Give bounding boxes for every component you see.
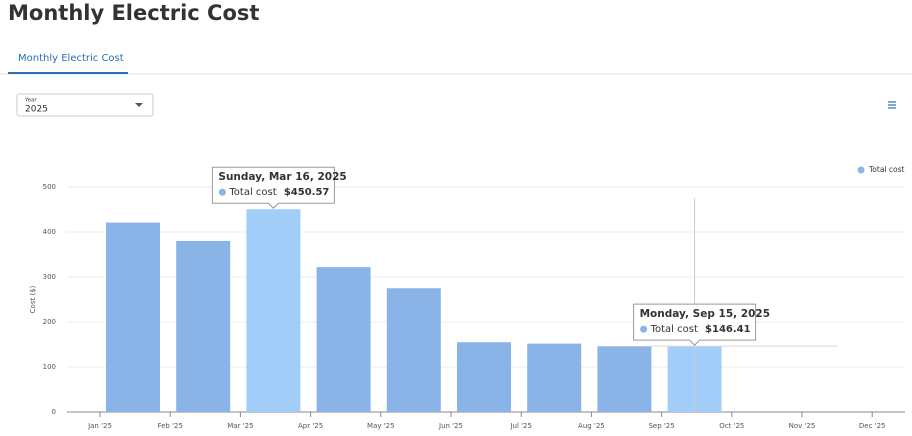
y-tick-label: 400 [43,228,56,236]
tooltip-title: Monday, Sep 15, 2025 [640,308,770,320]
x-tick-label: Mar '25 [227,422,253,430]
dropdown-value: 2025 [25,105,48,115]
bar [386,288,441,412]
y-tick-label: 100 [43,363,56,371]
bar [176,241,231,412]
bar [106,222,160,412]
x-tick-label: Oct '25 [719,422,744,430]
x-tick-label: Feb '25 [157,422,182,430]
bar [597,346,652,412]
tooltip-dot [640,325,648,333]
menu-icon[interactable] [888,101,896,109]
bar [246,209,301,412]
x-tick-label: Nov '25 [789,422,816,430]
page-title: Monthly Electric Cost [8,1,259,25]
tooltip-series: Total cost [650,324,698,335]
y-tick-label: 200 [43,318,56,326]
tab[interactable]: Monthly Electric Cost [18,53,124,64]
bar [457,342,511,412]
x-tick-label: Apr '25 [298,422,323,430]
dropdown-arrow [135,103,143,107]
x-tick-label: Aug '25 [578,422,605,430]
tooltip-dot [218,188,226,196]
tooltip-series: Total cost [228,187,276,198]
x-tick-label: Sep '25 [648,422,674,430]
tooltip-value: $146.41 [705,324,751,335]
bar [527,343,582,412]
y-tick-label: 0 [52,408,56,416]
tooltip [211,166,335,209]
x-tick-label: May '25 [367,422,395,430]
legend-dot [857,166,865,174]
y-tick-label: 500 [43,183,56,191]
tooltip-title: Sunday, Mar 16, 2025 [218,171,346,183]
bar [316,267,371,412]
x-tick-label: Jul '25 [509,422,532,430]
tooltip [633,303,757,346]
x-tick-label: Jan '25 [87,422,112,430]
tooltip-value: $450.57 [284,187,330,198]
dropdown-label: Year [24,98,37,104]
legend-label: Total cost [868,165,905,174]
x-tick-label: Jun '25 [438,422,463,430]
y-tick-label: 300 [43,273,56,281]
year-dropdown[interactable] [16,93,154,117]
x-tick-label: Dec '25 [859,422,886,430]
y-axis-label: Cost ($) [29,285,37,313]
